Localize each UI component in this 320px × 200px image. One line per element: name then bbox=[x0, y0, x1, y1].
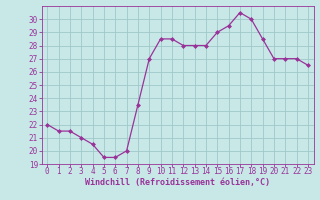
X-axis label: Windchill (Refroidissement éolien,°C): Windchill (Refroidissement éolien,°C) bbox=[85, 178, 270, 187]
